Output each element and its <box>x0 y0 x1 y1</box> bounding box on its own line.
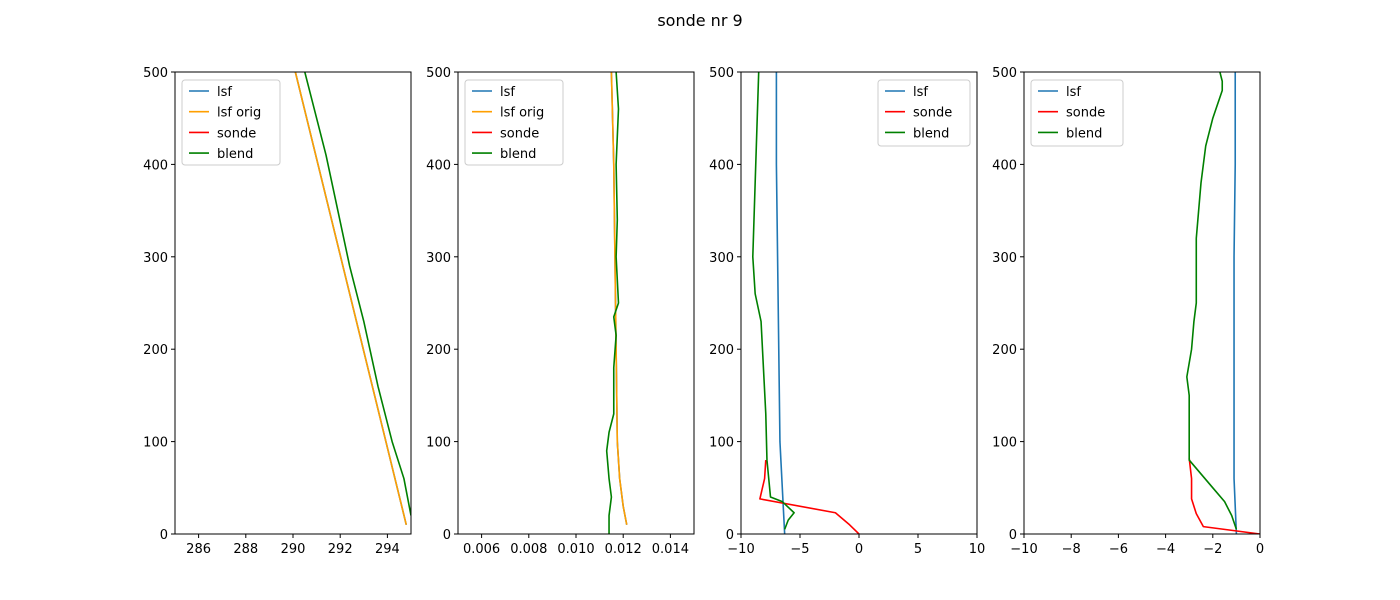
x-tick-label: 5 <box>914 542 922 557</box>
x-tick-label: −8 <box>1062 542 1081 557</box>
y-tick-label: 500 <box>143 66 168 81</box>
series-line-blend <box>751 72 795 530</box>
series-line-lsf <box>1233 72 1238 534</box>
series-line-sonde <box>759 460 860 534</box>
x-tick-label: 294 <box>375 542 400 557</box>
legend-label: blend <box>1066 126 1102 141</box>
y-tick-label: 500 <box>426 66 451 81</box>
axes-frame <box>1023 71 1261 535</box>
x-tick-label: −10 <box>727 542 754 557</box>
y-tick-label: 500 <box>709 66 734 81</box>
legend-box <box>877 79 971 147</box>
figure-title: sonde nr 9 <box>657 11 742 30</box>
y-tick-label: 300 <box>143 251 168 266</box>
x-tick-label: 0 <box>1256 542 1264 557</box>
x-tick-label: 292 <box>328 542 353 557</box>
legend-box <box>464 79 564 166</box>
x-tick-label: 0.006 <box>463 542 500 557</box>
x-tick-label: −5 <box>790 542 809 557</box>
series-line-blend <box>1186 72 1238 530</box>
x-tick-label: −2 <box>1203 542 1222 557</box>
y-tick-label: 0 <box>726 528 734 543</box>
legend: lsf sonde blend <box>1030 79 1124 147</box>
series-line-sonde <box>1188 458 1260 534</box>
series-line-lsf <box>775 72 786 534</box>
x-tick-label: 10 <box>969 542 986 557</box>
x-tick-label: 0.008 <box>510 542 547 557</box>
legend-label: lsf <box>500 85 515 100</box>
x-tick-label: 290 <box>281 542 306 557</box>
series-line-blend <box>304 72 411 516</box>
legend: lsf lsf orig sonde blend <box>464 79 564 166</box>
y-tick-label: 400 <box>426 158 451 173</box>
x-tick-label: −6 <box>1109 542 1128 557</box>
panel-4: −10 −8 −6 −4 −2 0 0 100 200 300 400 500 lsf sonde blen… <box>992 66 1264 557</box>
legend-label: lsf <box>217 85 232 100</box>
x-tick-label: 288 <box>233 542 258 557</box>
x-tick-label: −10 <box>1010 542 1037 557</box>
y-tick-label: 400 <box>143 158 168 173</box>
legend-label: lsf orig <box>500 106 544 121</box>
legend-box <box>181 79 281 166</box>
series-group <box>605 72 628 534</box>
legend: lsf sonde blend <box>877 79 971 147</box>
y-tick-label: 200 <box>992 343 1017 358</box>
y-tick-label: 100 <box>143 436 168 451</box>
y-tick-label: 100 <box>426 436 451 451</box>
x-tick-label: 0.010 <box>557 542 594 557</box>
legend-label: lsf orig <box>217 106 261 121</box>
legend-label: sonde <box>913 106 952 121</box>
series-line-lsf-orig <box>294 72 408 525</box>
series-group <box>294 72 411 525</box>
legend-label: lsf <box>913 85 928 100</box>
y-tick-label: 300 <box>426 251 451 266</box>
legend: lsf lsf orig sonde blend <box>181 79 281 166</box>
legend-label: lsf <box>1066 85 1081 100</box>
y-tick-label: 400 <box>992 158 1017 173</box>
y-tick-label: 500 <box>992 66 1017 81</box>
y-tick-label: 100 <box>709 436 734 451</box>
series-line-blend <box>605 72 620 534</box>
y-tick-label: 100 <box>992 436 1017 451</box>
x-tick-label: −4 <box>1156 542 1175 557</box>
legend-label: blend <box>217 147 253 162</box>
series-group <box>751 72 860 534</box>
x-tick-label: 286 <box>186 542 211 557</box>
legend-label: blend <box>500 147 536 162</box>
y-tick-label: 200 <box>426 343 451 358</box>
legend-box <box>1030 79 1124 147</box>
y-tick-label: 300 <box>709 251 734 266</box>
y-tick-label: 0 <box>1009 528 1017 543</box>
x-tick-label: 0.012 <box>605 542 642 557</box>
y-tick-label: 0 <box>160 528 168 543</box>
panel-1: 286 288 290 292 294 0 100 200 300 400 500 lsf lsf or… <box>143 66 412 557</box>
y-tick-label: 300 <box>992 251 1017 266</box>
x-tick-label: 0.014 <box>652 542 689 557</box>
legend-label: sonde <box>1066 106 1105 121</box>
y-tick-label: 200 <box>709 343 734 358</box>
y-tick-label: 200 <box>143 343 168 358</box>
x-tick-label: 0 <box>855 542 863 557</box>
series-group <box>1186 72 1260 534</box>
legend-label: blend <box>913 126 949 141</box>
panel-2: 0.006 0.008 0.010 0.012 0.014 0 100 200 300 400 50… <box>426 66 695 557</box>
legend-label: sonde <box>217 126 256 141</box>
series-line-lsf-orig <box>610 72 628 525</box>
y-tick-label: 0 <box>443 528 451 543</box>
legend-label: sonde <box>500 126 539 141</box>
y-tick-label: 400 <box>709 158 734 173</box>
